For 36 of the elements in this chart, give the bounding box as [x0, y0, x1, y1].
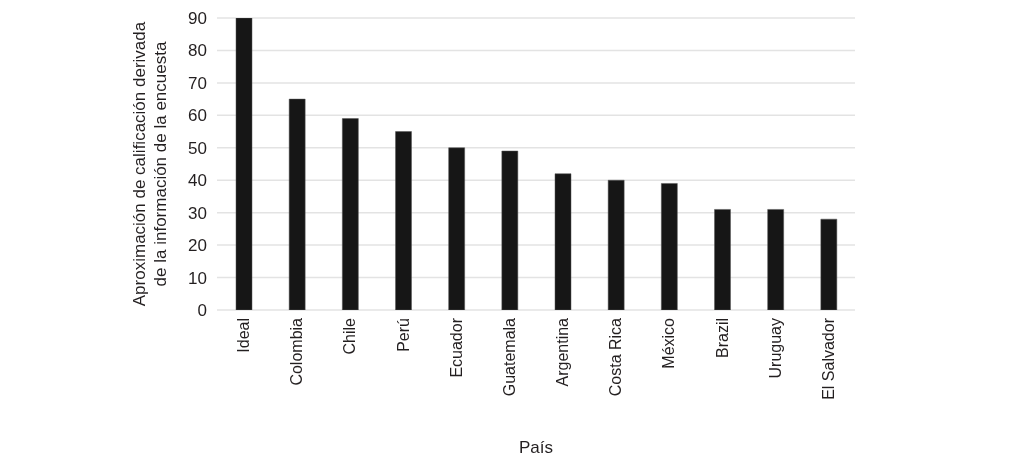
y-tick-label: 90: [188, 9, 207, 29]
x-tick-label: Colombia: [288, 317, 306, 386]
bar: [820, 218, 838, 310]
y-tick-label: 40: [188, 171, 207, 191]
bar: [235, 18, 253, 310]
bar: [288, 98, 306, 310]
bar: [554, 173, 572, 310]
y-tick-label: 70: [188, 73, 207, 93]
y-tick-label: 30: [188, 203, 207, 223]
x-tick-label: Perú: [394, 318, 412, 352]
bar: [767, 209, 784, 310]
bar: [395, 131, 412, 310]
bar: [714, 209, 731, 310]
x-tick-label: Ideal: [235, 318, 253, 353]
x-tick-label: Uruguay: [766, 318, 784, 379]
y-axis-title: Aproximación de calificación derivada de la información de la encuesta: [129, 21, 170, 307]
bar: [448, 147, 465, 310]
x-axis-title: País: [518, 438, 554, 457]
x-tick-label: Brazil: [713, 318, 731, 359]
bar: [342, 118, 359, 310]
x-tick-label: Ecuador: [447, 317, 465, 378]
x-tick-label: México: [660, 317, 678, 369]
x-tick-label: El Salvador: [819, 317, 837, 400]
x-tick-label: Costa Rica: [607, 317, 625, 397]
y-tick-label: 60: [188, 106, 207, 126]
y-tick-label: 20: [188, 236, 207, 256]
x-tick-label: Guatemala: [500, 317, 518, 397]
x-tick-label: Chile: [341, 317, 359, 355]
bar: [661, 183, 678, 310]
bar: [501, 150, 519, 310]
x-tick-label: Argentina: [554, 317, 572, 387]
y-tick-label: 10: [188, 268, 207, 288]
y-tick-label: 50: [188, 138, 207, 158]
bar: [607, 179, 625, 310]
y-tick-label: 80: [188, 41, 207, 61]
y-tick-label: 0: [197, 301, 207, 321]
